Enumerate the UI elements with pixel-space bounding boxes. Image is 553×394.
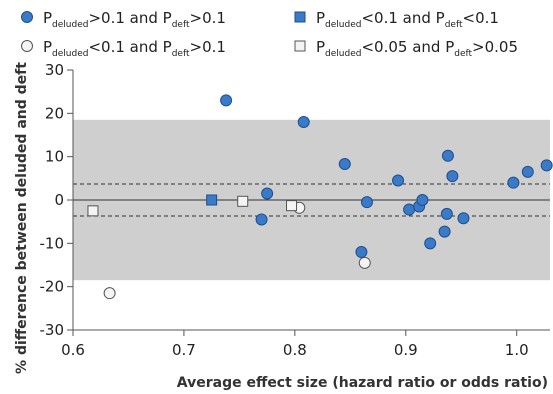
y-tick-label: -20 bbox=[40, 278, 65, 296]
data-point-circle-blue bbox=[507, 176, 520, 189]
data-point-circle-blue bbox=[355, 246, 368, 258]
legend-entry: Pdeluded<0.1 and Pdeft>0.1 bbox=[21, 38, 226, 59]
data-points bbox=[87, 94, 553, 300]
data-point-circle-blue bbox=[416, 194, 429, 206]
y-tick-label: 0 bbox=[54, 191, 64, 209]
y-axis-title: % difference between deluded and deft bbox=[14, 62, 30, 374]
data-point-circle-blue bbox=[255, 213, 268, 226]
data-point-circle-blue bbox=[540, 159, 553, 172]
x-tick-label: 0.7 bbox=[172, 341, 196, 359]
legend-label: Pdeluded<0.05 and Pdeft>0.05 bbox=[316, 38, 518, 59]
legend-entry: Pdeluded<0.05 and Pdeft>0.05 bbox=[294, 38, 518, 59]
data-point-square-blue bbox=[206, 194, 218, 206]
data-point-circle-blue bbox=[403, 203, 416, 216]
legend-entry: Pdeluded<0.1 and Pdeft<0.1 bbox=[294, 9, 499, 30]
y-tick-label: 20 bbox=[45, 104, 64, 122]
data-point-square-white bbox=[237, 195, 249, 207]
x-tick-label: 0.9 bbox=[394, 341, 418, 359]
legend-marker-circle-white bbox=[21, 40, 33, 52]
legend-entry: Pdeluded>0.1 and Pdeft>0.1 bbox=[21, 9, 226, 30]
y-tick-label: 10 bbox=[45, 148, 64, 166]
data-point-circle-blue bbox=[220, 94, 233, 107]
plot-area bbox=[73, 119, 550, 281]
data-point-circle-blue bbox=[297, 116, 310, 128]
data-point-circle-blue bbox=[438, 225, 451, 238]
legend-marker-circle-blue bbox=[21, 11, 33, 23]
data-point-circle-blue bbox=[446, 170, 459, 183]
data-point-circle-blue bbox=[457, 212, 470, 225]
data-point-square-white bbox=[286, 200, 298, 212]
legend-label: Pdeluded<0.1 and Pdeft>0.1 bbox=[43, 38, 226, 59]
data-point-circle-blue bbox=[441, 149, 454, 162]
data-point-circle-blue bbox=[338, 158, 351, 171]
data-point-square-white bbox=[87, 205, 99, 217]
y-axis: 30 20 10 0 -10 -20 -30 bbox=[40, 61, 74, 339]
data-point-circle-blue bbox=[261, 187, 274, 200]
y-tick-label: -30 bbox=[40, 321, 65, 339]
y-tick-label: -10 bbox=[40, 234, 65, 252]
y-tick-label: 30 bbox=[45, 61, 64, 79]
data-point-circle-blue bbox=[424, 237, 437, 250]
legend-label: Pdeluded<0.1 and Pdeft<0.1 bbox=[316, 9, 499, 30]
data-point-circle-blue bbox=[392, 174, 405, 187]
legend-marker-square-white bbox=[294, 40, 306, 52]
data-point-circle-white bbox=[103, 287, 116, 300]
x-axis: 0.6 0.7 0.8 0.9 1.0 bbox=[61, 329, 550, 359]
legend: Pdeluded>0.1 and Pdeft>0.1 Pdeluded<0.1 a… bbox=[21, 9, 518, 59]
legend-marker-square-blue bbox=[294, 11, 306, 23]
x-tick-label: 0.6 bbox=[61, 341, 85, 359]
x-tick-label: 1.0 bbox=[505, 341, 529, 359]
x-tick-label: 0.8 bbox=[283, 341, 307, 359]
data-point-circle-blue bbox=[360, 196, 373, 209]
legend-label: Pdeluded>0.1 and Pdeft>0.1 bbox=[43, 9, 226, 30]
x-axis-title: Average effect size (hazard ratio or odd… bbox=[177, 375, 548, 391]
data-point-circle-white bbox=[358, 256, 371, 269]
data-point-circle-blue bbox=[521, 165, 534, 178]
data-point-circle-blue bbox=[440, 207, 453, 220]
